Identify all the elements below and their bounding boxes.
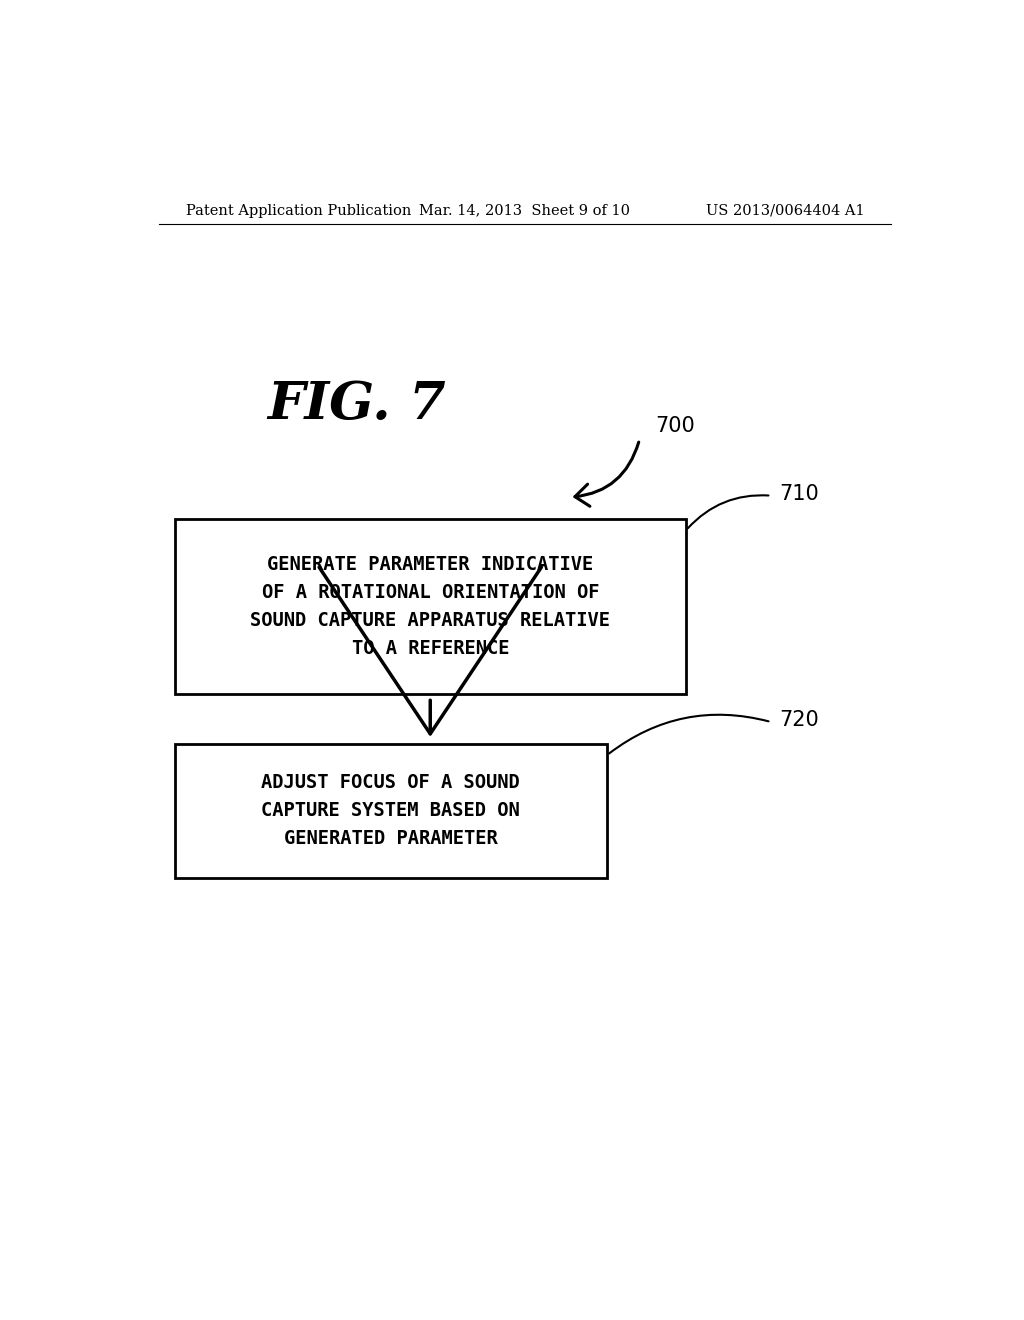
Text: GENERATE PARAMETER INDICATIVE
OF A ROTATIONAL ORIENTATION OF
SOUND CAPTURE APPAR: GENERATE PARAMETER INDICATIVE OF A ROTAT… (250, 554, 610, 657)
Text: Mar. 14, 2013  Sheet 9 of 10: Mar. 14, 2013 Sheet 9 of 10 (419, 203, 631, 218)
Text: FIG. 7: FIG. 7 (267, 379, 446, 430)
Text: Patent Application Publication: Patent Application Publication (186, 203, 412, 218)
Text: 700: 700 (655, 416, 694, 437)
Text: ADJUST FOCUS OF A SOUND
CAPTURE SYSTEM BASED ON
GENERATED PARAMETER: ADJUST FOCUS OF A SOUND CAPTURE SYSTEM B… (261, 774, 520, 849)
Text: 710: 710 (779, 484, 819, 504)
Bar (174, 519, 686, 693)
Bar (174, 743, 607, 878)
Text: 720: 720 (779, 710, 819, 730)
Text: US 2013/0064404 A1: US 2013/0064404 A1 (706, 203, 864, 218)
FancyArrowPatch shape (574, 442, 639, 507)
